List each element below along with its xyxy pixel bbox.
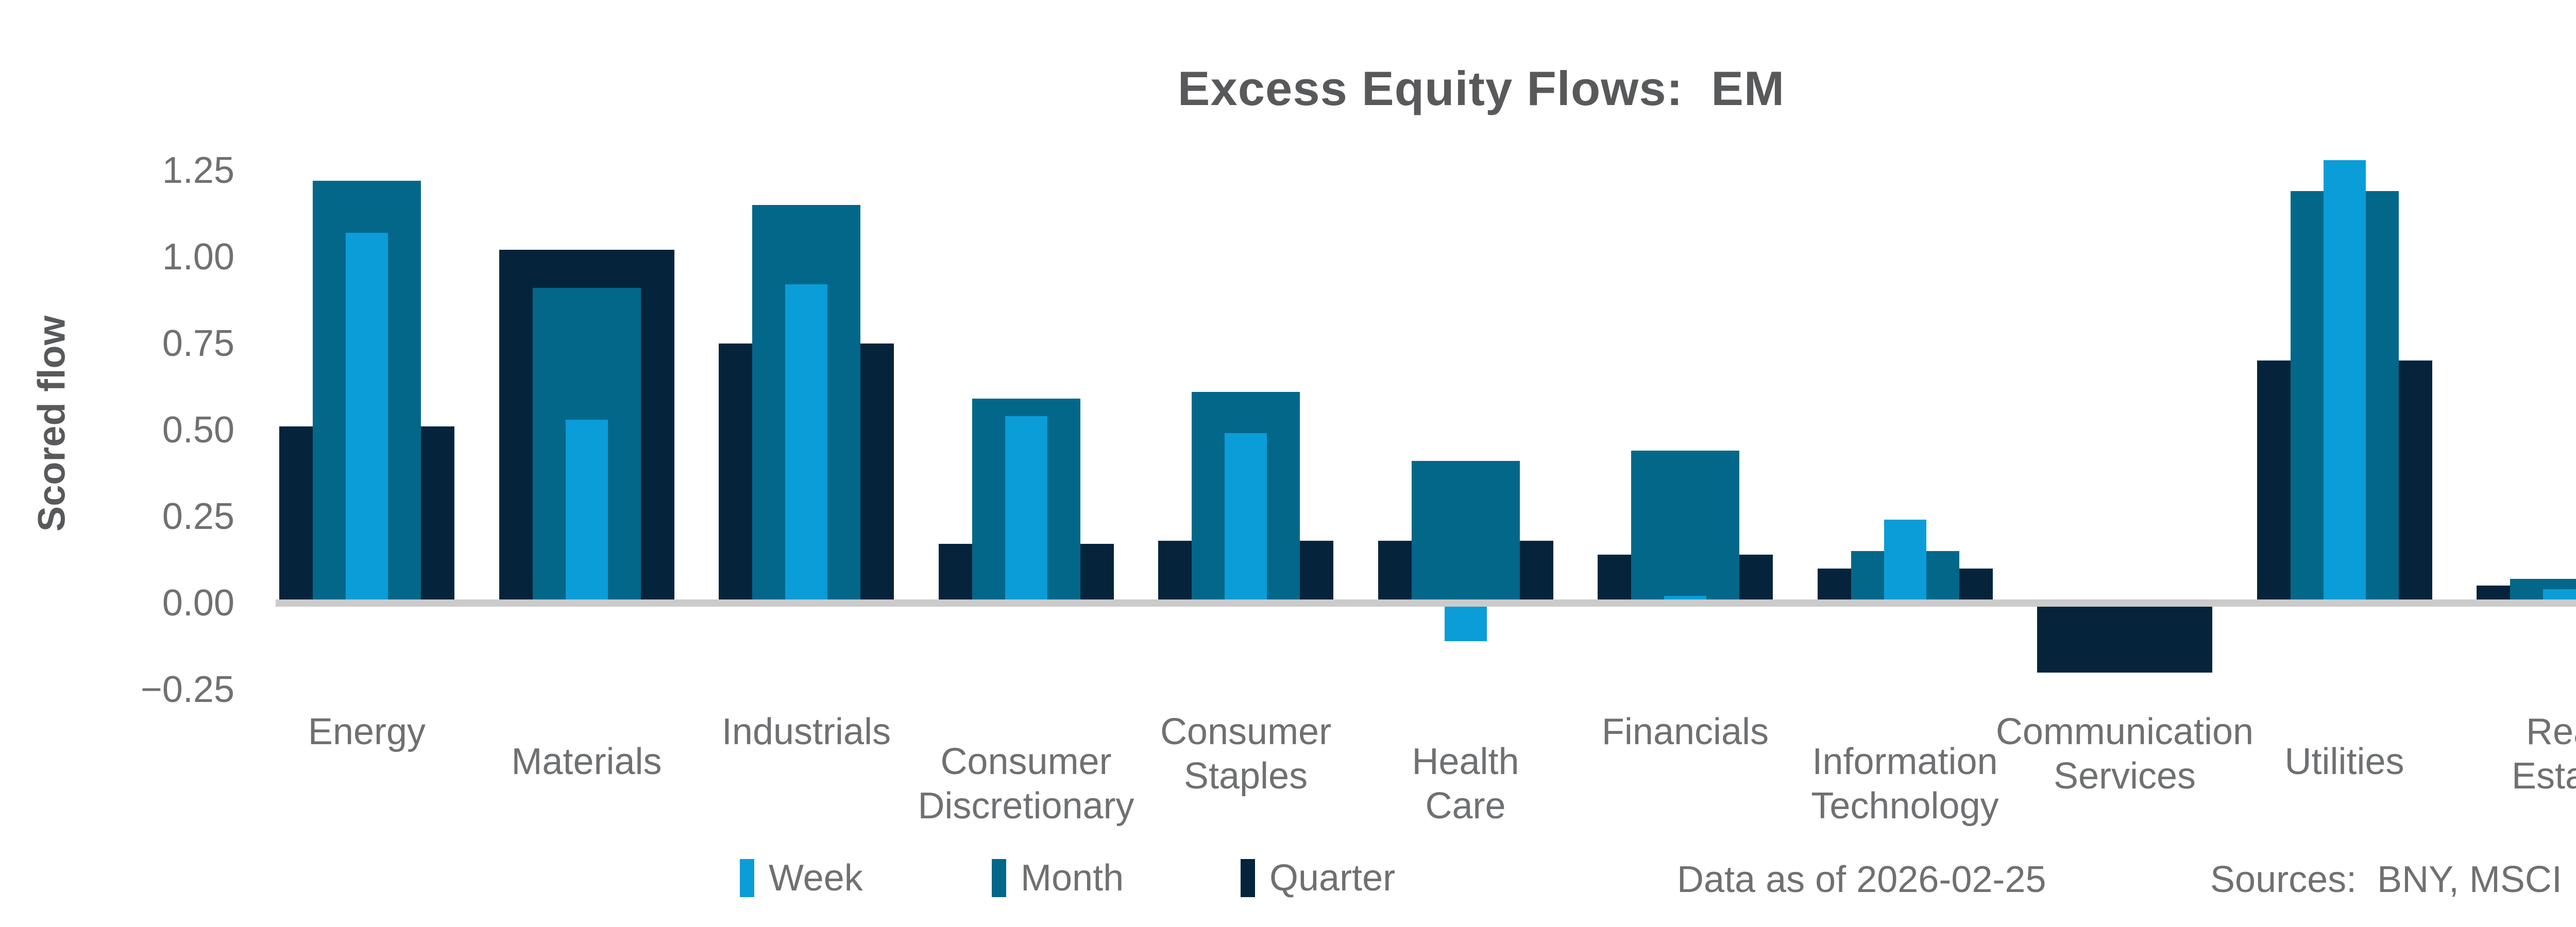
legend-swatch-month [992, 859, 1006, 897]
legend-label-month: Month [1021, 857, 1124, 899]
legend-item-month: Month [992, 857, 1124, 899]
y-tick-label: 0.50 [162, 409, 234, 451]
x-label-materials: Materials [511, 741, 662, 782]
x-label-health-care: Health Care [1412, 741, 1519, 827]
legend-swatch-week [740, 859, 754, 897]
y-tick-label: 0.25 [162, 496, 234, 537]
x-label-information-technology: Information Technology [1811, 741, 1999, 827]
y-tick-label: 0.00 [162, 582, 234, 624]
y-tick-label: −0.25 [140, 669, 234, 710]
x-label-industrials: Industrials [721, 711, 891, 752]
footnote-data-as-of: Data as of 2026-02-25 [1677, 859, 2046, 900]
bar-week-real-estate [2543, 589, 2576, 599]
x-label-consumer-discretionary: Consumer Discretionary [918, 741, 1134, 827]
bar-week-consumer-staples [1225, 433, 1267, 599]
x-label-communication-services: Communication Services [1995, 711, 2254, 797]
bar-week-utilities [2323, 160, 2366, 599]
x-label-energy: Energy [308, 711, 426, 752]
bar-week-information-technology [1884, 520, 1926, 599]
x-label-financials: Financials [1601, 711, 1769, 752]
legend-swatch-quarter [1241, 859, 1255, 897]
bar-week-materials [565, 419, 608, 599]
zero-axis-line [276, 599, 2576, 607]
bar-week-energy [346, 232, 388, 599]
bar-week-financials [1664, 596, 1706, 599]
x-label-consumer-staples: Consumer Staples [1160, 711, 1332, 797]
legend-item-quarter: Quarter [1241, 857, 1395, 899]
bar-week-consumer-discretionary [1005, 416, 1047, 599]
y-tick-label: 1.25 [162, 150, 234, 191]
x-label-utilities: Utilities [2284, 741, 2404, 782]
legend-label-quarter: Quarter [1269, 857, 1396, 899]
chart-title: Excess Equity Flows: EM [1177, 61, 1785, 115]
bar-week-health-care [1444, 607, 1487, 642]
y-tick-label: 0.75 [162, 323, 234, 364]
legend-item-week: Week [740, 857, 863, 899]
footnote-sources: Sources: BNY, MSCI [2210, 859, 2562, 900]
bar-month-health-care [1411, 461, 1520, 599]
y-tick-label: 1.00 [162, 236, 234, 278]
legend-label-week: Week [769, 857, 863, 899]
bar-week-industrials [785, 284, 827, 599]
x-label-real-estate: RealEstate [2511, 711, 2576, 797]
bar-month-financials [1631, 451, 1739, 599]
bar-quarter-communication-services [2037, 607, 2212, 673]
